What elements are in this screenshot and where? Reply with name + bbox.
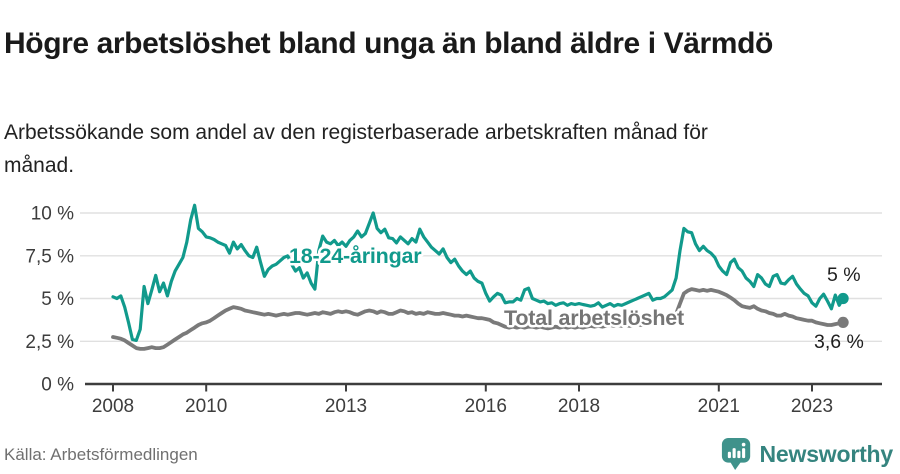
series-label-youth: 18-24-åringar <box>289 244 422 268</box>
series-label-total: Total arbetslöshet <box>504 306 684 330</box>
y-tick-label: 0 % <box>41 375 74 396</box>
newsworthy-wordmark: Newsworthy <box>759 440 894 467</box>
x-tick-label: 2013 <box>325 396 367 417</box>
page-subtitle: Arbetssökande som andel av den registerb… <box>4 121 708 177</box>
y-tick-label: 2,5 % <box>25 332 74 353</box>
page-title: Högre arbetslöshet bland unga än bland ä… <box>4 27 773 61</box>
y-tick-label: 5 % <box>41 289 74 310</box>
x-tick-label: 2021 <box>698 396 740 417</box>
x-tick-label: 2008 <box>92 396 134 417</box>
series-line-total <box>111 287 845 351</box>
source-note: Källa: Arbetsförmedlingen <box>4 445 198 464</box>
series-line-youth <box>111 203 845 342</box>
series-end-dot-youth <box>837 292 849 305</box>
x-tick-label: 2018 <box>558 396 600 417</box>
x-tick-label: 2023 <box>791 396 833 417</box>
series-end-dot-total <box>837 316 849 328</box>
x-tick-label: 2016 <box>465 396 507 417</box>
end-value-label-youth: 5 % <box>827 264 861 286</box>
y-tick-label: 7,5 % <box>25 246 74 267</box>
newsworthy-badge-icon <box>721 438 750 470</box>
newsworthy-logo: Newsworthy <box>721 437 893 471</box>
end-value-label-total: 3,6 % <box>814 331 864 353</box>
x-tick-label: 2010 <box>185 396 227 417</box>
y-tick-label: 10 % <box>31 204 74 225</box>
